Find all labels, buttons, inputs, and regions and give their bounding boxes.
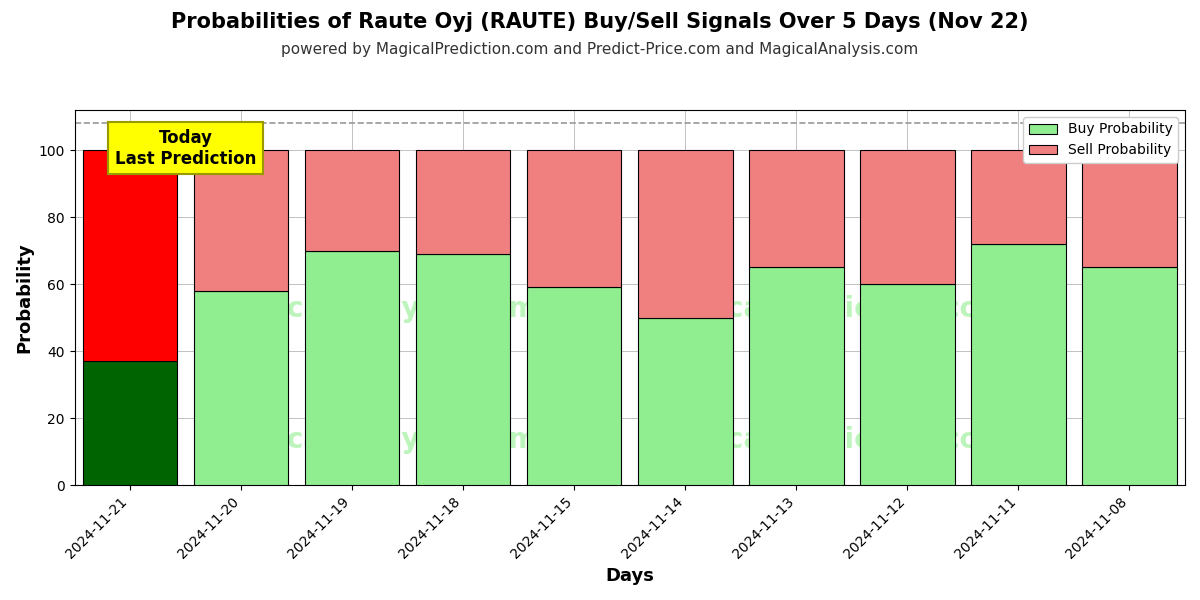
Bar [1082, 268, 1177, 485]
Text: Today
Last Prediction: Today Last Prediction [115, 129, 257, 167]
Bar [749, 268, 844, 485]
Bar [860, 150, 955, 284]
Text: MagicalAnalysis.com: MagicalAnalysis.com [211, 426, 538, 454]
Legend: Buy Probability, Sell Probability: Buy Probability, Sell Probability [1024, 117, 1178, 163]
Bar [638, 317, 732, 485]
Text: MagicalAnalysis.com: MagicalAnalysis.com [211, 295, 538, 323]
Bar [527, 287, 622, 485]
Text: MagicalPrediction.com: MagicalPrediction.com [652, 426, 1008, 454]
Bar [194, 150, 288, 291]
X-axis label: Days: Days [605, 567, 654, 585]
Bar [1082, 150, 1177, 268]
Bar [305, 251, 400, 485]
Bar [749, 150, 844, 268]
Bar [83, 361, 178, 485]
Bar [638, 150, 732, 317]
Bar [83, 150, 178, 361]
Bar [305, 150, 400, 251]
Bar [416, 254, 510, 485]
Text: MagicalPrediction.com: MagicalPrediction.com [652, 295, 1008, 323]
Bar [971, 244, 1066, 485]
Bar [860, 284, 955, 485]
Bar [416, 150, 510, 254]
Text: powered by MagicalPrediction.com and Predict-Price.com and MagicalAnalysis.com: powered by MagicalPrediction.com and Pre… [281, 42, 919, 57]
Bar [971, 150, 1066, 244]
Y-axis label: Probability: Probability [16, 242, 34, 353]
Bar [194, 291, 288, 485]
Text: Probabilities of Raute Oyj (RAUTE) Buy/Sell Signals Over 5 Days (Nov 22): Probabilities of Raute Oyj (RAUTE) Buy/S… [172, 12, 1028, 32]
Bar [527, 150, 622, 287]
